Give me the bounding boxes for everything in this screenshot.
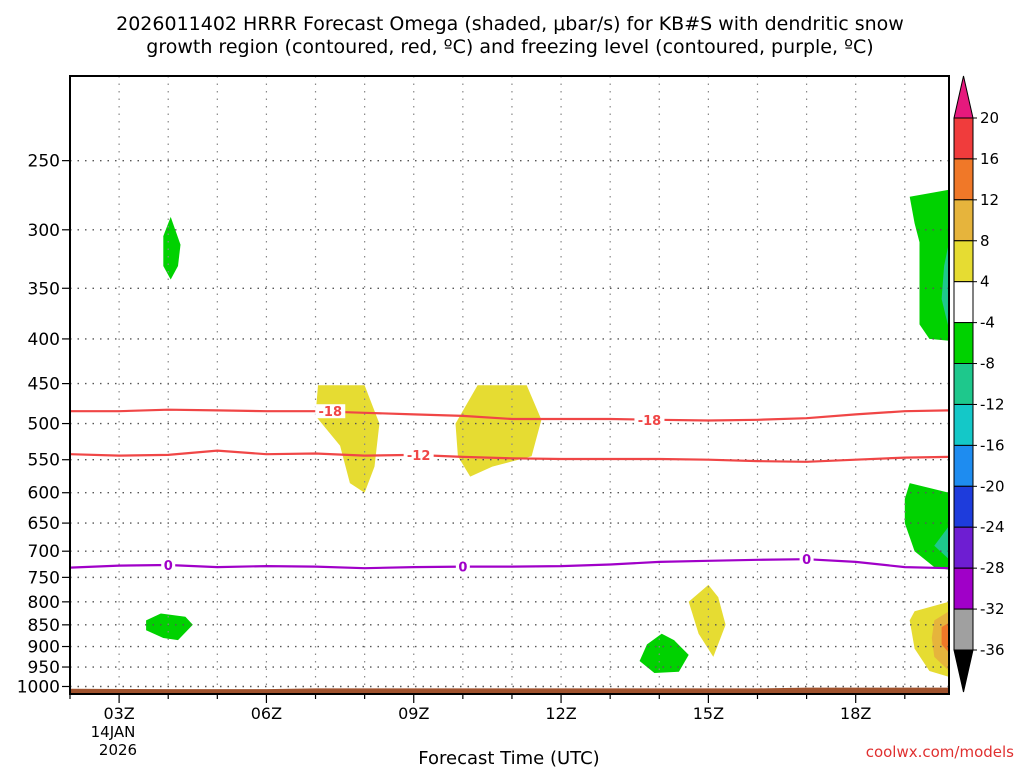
colorbar-bin-7	[953, 363, 974, 405]
contour-label-bg-0-1	[161, 558, 176, 573]
colorbar-bin-8	[953, 404, 974, 446]
contour-label-bg--12-1	[403, 447, 434, 462]
colorbar-level-2: 16	[980, 150, 999, 168]
x-tick-label-18Z: 18Z	[840, 704, 871, 723]
colorbar-bin-2	[953, 158, 974, 201]
colorbar-level-12: -28	[980, 559, 1005, 577]
colorbar-bin-9	[953, 444, 974, 487]
colorbar-level-3: 12	[980, 191, 999, 209]
pressure-axis: 2503003504004505005506006507007508008509…	[17, 152, 70, 697]
x-tick-label-03Z: 03Z	[103, 704, 134, 723]
y-tick-label-850: 850	[28, 616, 60, 636]
x-date-line1: 14JAN	[91, 723, 136, 741]
colorbar-level-1: 20	[980, 109, 999, 127]
omega-region-4	[688, 584, 726, 657]
y-tick-label-950: 950	[28, 658, 60, 678]
time-axis: 03Z 06Z 09Z 12Z 15Z 18Z	[69, 694, 906, 723]
contour-label-bg-0-3	[799, 552, 814, 567]
chart-title-line2: growth region (contoured, red, ºC) and f…	[146, 36, 873, 58]
contour-label-0-1: 0	[164, 559, 173, 574]
y-tick-label-1000: 1000	[17, 677, 60, 697]
contour-label--18-1: -18	[319, 405, 343, 420]
contour-label--18-2: -18	[638, 414, 662, 429]
contour-label-bg--18-1	[315, 404, 346, 419]
plot-frame	[69, 75, 950, 695]
colorbar-bin-12	[953, 567, 974, 610]
contour-line--12	[69, 449, 950, 463]
colorbar-level-10: -20	[980, 477, 1005, 495]
colorbar-bin-5	[953, 281, 974, 324]
colorbar-level-13: -32	[980, 600, 1005, 618]
y-tick-label-800: 800	[28, 593, 60, 613]
colorbar-level-8: -12	[980, 395, 1005, 413]
omega-region-8	[941, 242, 949, 330]
colorbar-bin-13	[953, 608, 974, 651]
omega-region-5	[146, 613, 193, 641]
terrain-fill	[70, 687, 949, 694]
x-tick-label-06Z: 06Z	[251, 704, 282, 723]
y-tick-label-250: 250	[28, 152, 60, 172]
y-tick-label-550: 550	[28, 451, 60, 471]
colorbar-bin-6	[953, 322, 974, 365]
colorbar-bin-3	[953, 199, 974, 242]
x-axis-label: Forecast Time (UTC)	[418, 748, 599, 768]
omega-region-6	[639, 633, 689, 673]
y-tick-label-350: 350	[28, 279, 60, 299]
y-tick-label-750: 750	[28, 568, 60, 588]
omega-region-10	[934, 526, 949, 560]
y-tick-label-650: 650	[28, 514, 60, 534]
colorbar-bin-1	[953, 117, 974, 160]
plot-area: -18 -18 -12 0 0 0	[69, 75, 950, 695]
colorbar-level-14: -36	[980, 641, 1005, 659]
y-tick-label-700: 700	[28, 542, 60, 562]
contour-label-0-2: 0	[458, 561, 467, 576]
y-tick-label-500: 500	[28, 415, 60, 435]
y-tick-label-900: 900	[28, 638, 60, 658]
watermark: coolwx.com/models	[866, 743, 1014, 761]
contour-label-0-3: 0	[802, 553, 811, 568]
omega-region-13	[941, 622, 949, 653]
colorbar-level-4: 8	[980, 232, 990, 250]
contour-label-bg-0-2	[455, 559, 470, 574]
colorbar-level-9: -16	[980, 436, 1005, 454]
omega-region-1	[163, 216, 181, 280]
colorbar-bin-11	[953, 526, 974, 569]
chart-title-line1: 2026011402 HRRR Forecast Omega (shaded, …	[116, 13, 904, 35]
x-tick-label-15Z: 15Z	[693, 704, 724, 723]
omega-region-3	[455, 385, 542, 477]
omega-region-7	[909, 189, 949, 341]
x-date-line2: 2026	[99, 741, 137, 759]
y-tick-label-300: 300	[28, 221, 60, 241]
contour-label--12-1: -12	[407, 449, 431, 464]
y-tick-label-400: 400	[28, 330, 60, 350]
plot-background	[70, 76, 949, 694]
colorbar-top-arrow	[953, 75, 974, 119]
colorbar-level-7: -8	[980, 355, 995, 373]
colorbar: 20 16 12 8 4 -4 -8 -12 -16 -20 -24 -28 -32 -36	[953, 75, 1005, 693]
colorbar-bin-10	[953, 485, 974, 528]
contour-line--18	[70, 408, 950, 422]
x-tick-label-09Z: 09Z	[398, 704, 429, 723]
colorbar-bin-4	[953, 240, 974, 283]
colorbar-level-6: -4	[980, 314, 995, 332]
contour-label-bg--18-2	[634, 412, 665, 427]
x-tick-label-12Z: 12Z	[545, 704, 576, 723]
y-tick-label-450: 450	[28, 375, 60, 395]
colorbar-bottom-arrow	[953, 649, 974, 693]
colorbar-level-11: -24	[980, 518, 1005, 536]
colorbar-level-5: 4	[980, 273, 990, 291]
y-tick-label-600: 600	[28, 484, 60, 504]
